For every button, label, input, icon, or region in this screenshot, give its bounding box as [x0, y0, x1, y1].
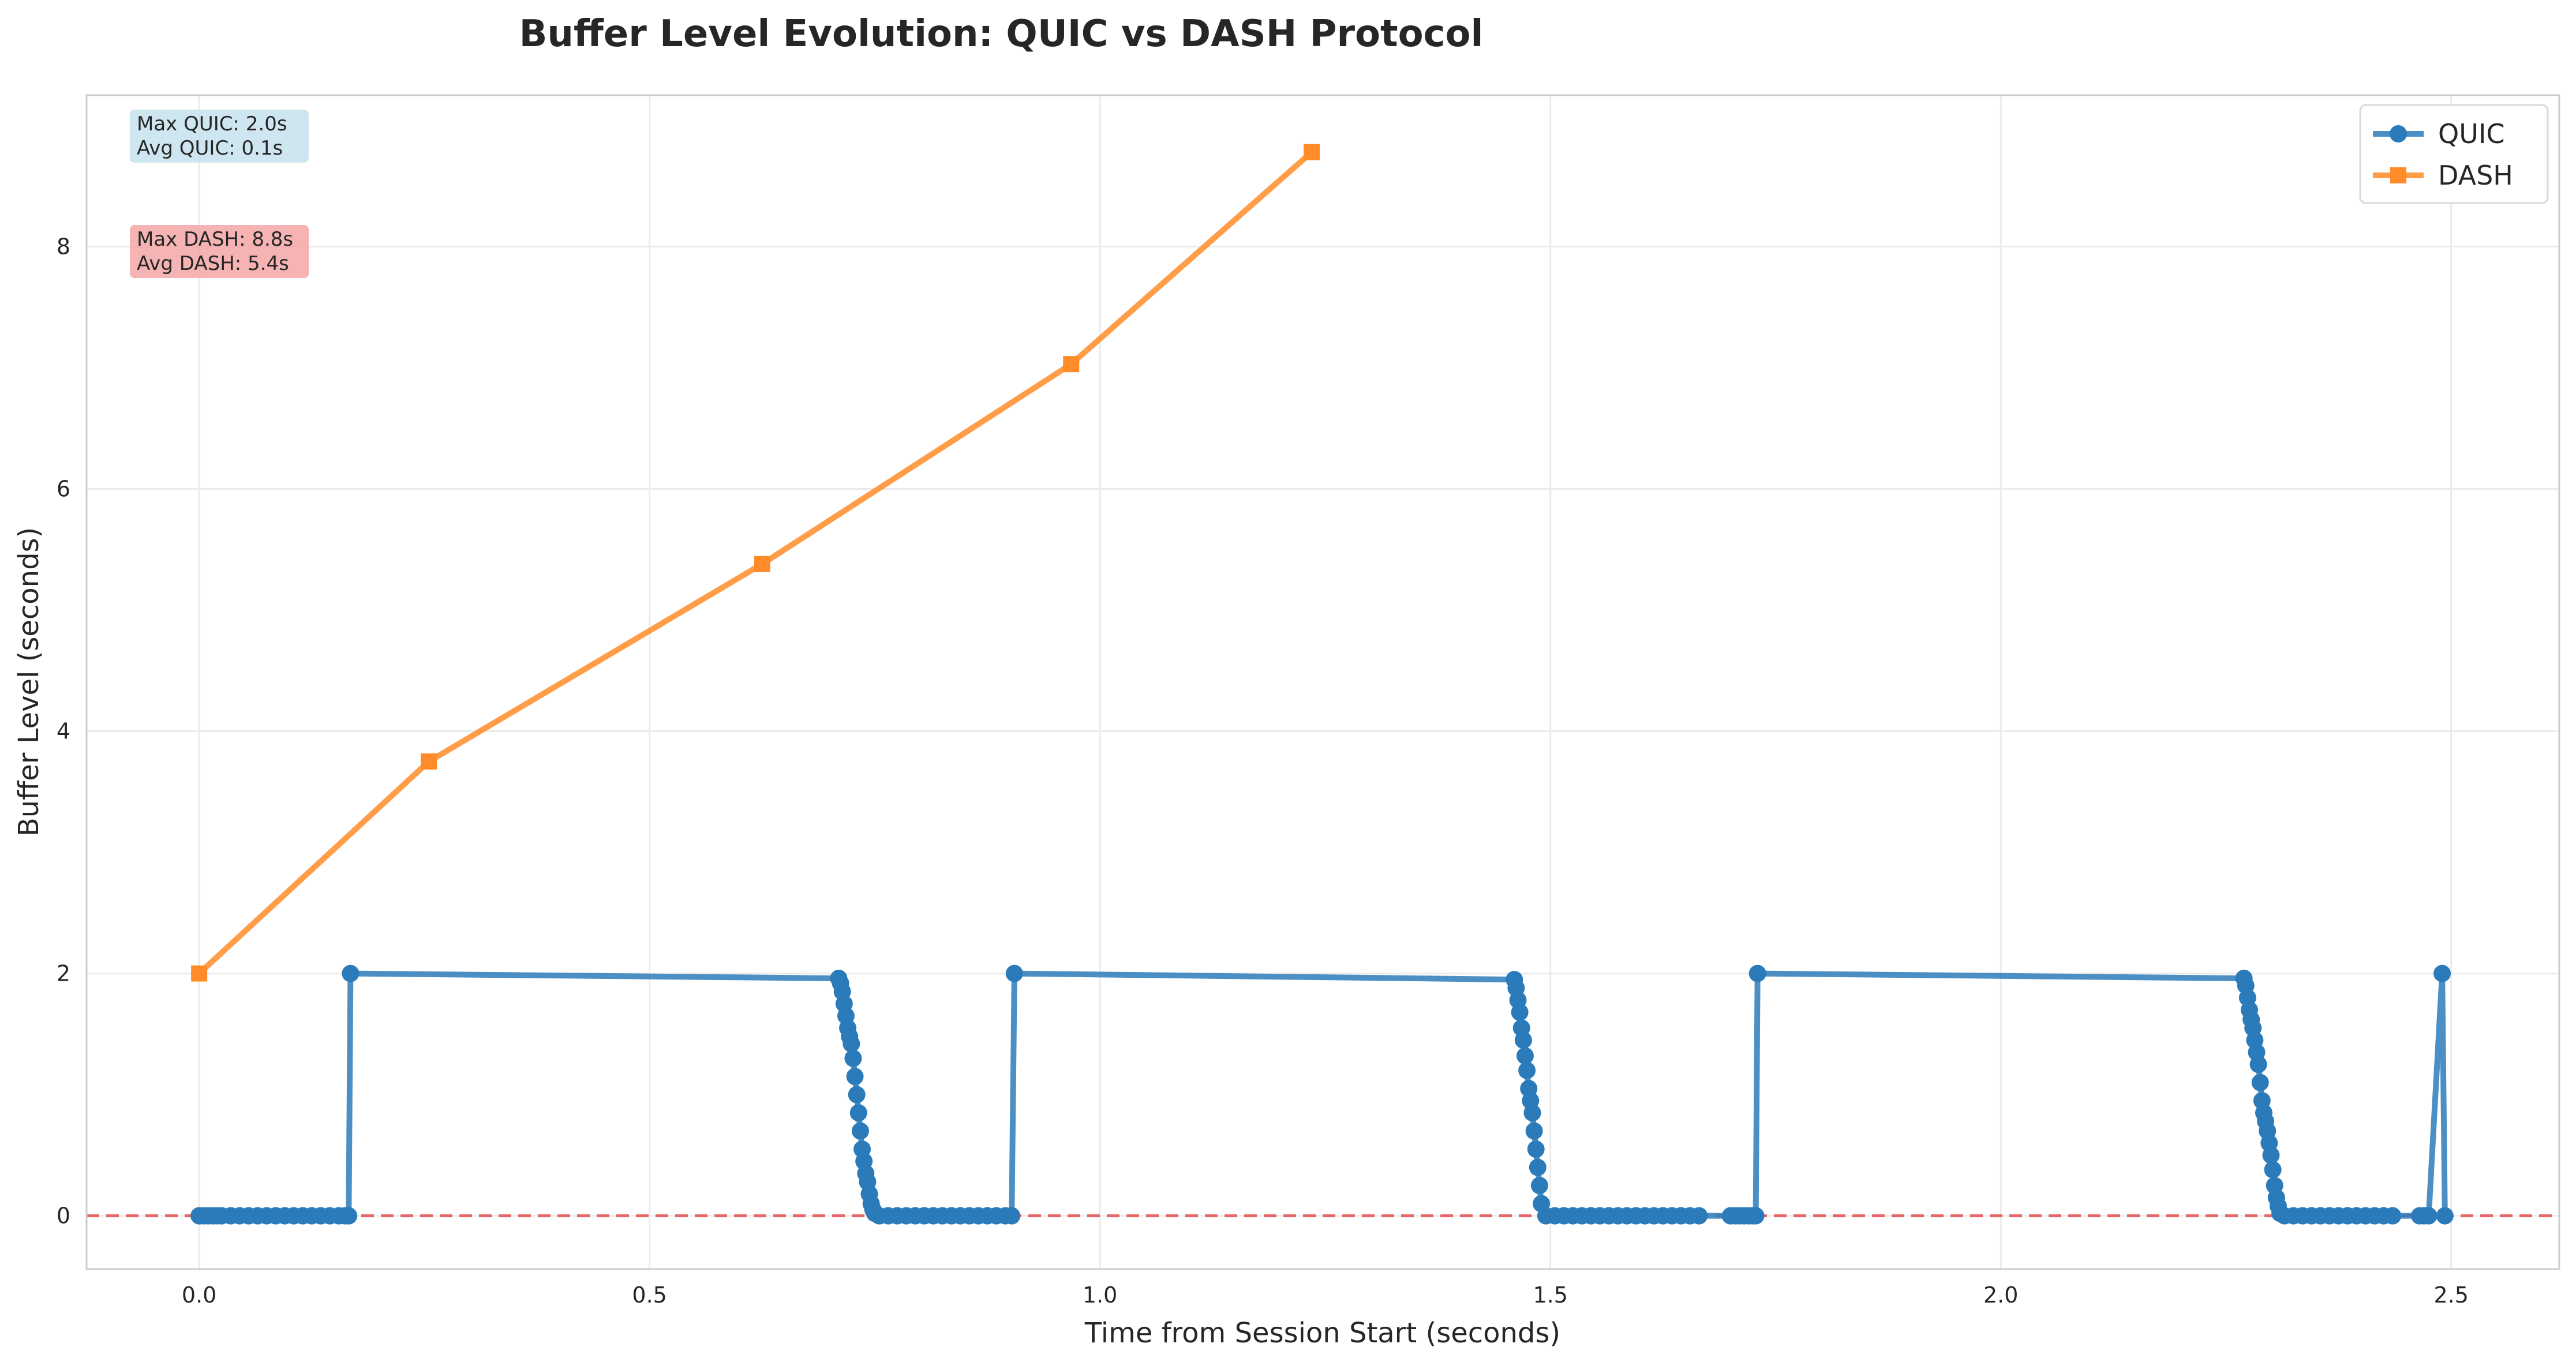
data-point-dash [191, 965, 208, 982]
legend-marker [2390, 125, 2407, 142]
stats-line: Avg QUIC: 0.1s [137, 137, 283, 160]
data-point-quic [846, 1068, 864, 1086]
legend-entry-quic: QUIC [2373, 118, 2505, 149]
data-point-quic [1748, 965, 1766, 982]
data-point-quic [1529, 1158, 1547, 1176]
data-point-dash [1303, 144, 1320, 160]
data-point-quic [1003, 1207, 1021, 1225]
plot-border [85, 94, 2560, 1270]
data-point-dash [1063, 356, 1080, 373]
data-point-quic [2420, 1207, 2438, 1225]
data-point-quic [843, 1035, 860, 1053]
plot-area [87, 95, 2559, 1269]
data-point-quic [2436, 1207, 2454, 1225]
y-tick-label: 2 [57, 961, 70, 986]
data-point-quic [1690, 1207, 1708, 1225]
data-point-quic [2384, 1207, 2402, 1225]
data-point-quic [1747, 1207, 1765, 1225]
legend-label: DASH [2438, 160, 2513, 191]
y-tick-label: 0 [57, 1203, 70, 1229]
x-tick-label: 1.5 [1533, 1282, 1567, 1308]
data-point-quic [1511, 1003, 1529, 1021]
data-point-quic [2433, 965, 2451, 982]
y-axis-ticks: 0 2 4 6 8 [57, 234, 70, 1229]
data-point-quic [2251, 1074, 2269, 1091]
data-point-quic [849, 1104, 867, 1122]
y-tick-label: 8 [57, 234, 70, 260]
data-point-dash [421, 753, 437, 770]
data-point-quic [2262, 1146, 2280, 1164]
legend-label: QUIC [2438, 118, 2505, 149]
data-point-quic [1518, 1061, 1536, 1079]
series-dash [191, 144, 1320, 982]
x-axis-ticks: 0.0 0.5 1.0 1.5 2.0 2.5 [182, 1282, 2469, 1308]
stats-box-background [130, 225, 309, 278]
x-tick-label: 2.5 [2433, 1282, 2468, 1308]
data-point-quic [844, 1049, 862, 1067]
data-point-quic [1527, 1140, 1545, 1158]
x-tick-label: 0.0 [182, 1282, 216, 1308]
data-point-quic [2264, 1161, 2282, 1179]
data-point-quic [2249, 1056, 2267, 1074]
x-axis-label: Time from Session Start (seconds) [1084, 1317, 1560, 1349]
data-point-quic [1514, 1031, 1532, 1049]
data-point-quic [1530, 1177, 1548, 1195]
data-point-quic [1523, 1104, 1541, 1122]
data-point-quic [1525, 1122, 1543, 1140]
data-point-dash [754, 556, 770, 572]
data-point-quic [342, 965, 360, 982]
chart-title: Buffer Level Evolution: QUIC vs DASH Pro… [519, 13, 1484, 55]
data-point-quic [1516, 1047, 1534, 1065]
stats-line: Max QUIC: 2.0s [137, 112, 287, 136]
legend: QUIC DASH [2359, 104, 2549, 204]
x-tick-label: 2.0 [1983, 1282, 2018, 1308]
legend-entry-dash: DASH [2373, 160, 2513, 191]
data-point-quic [851, 1122, 869, 1140]
y-axis-label: Buffer Level (seconds) [13, 527, 45, 837]
y-tick-label: 4 [57, 719, 70, 744]
legend-box [2359, 104, 2549, 204]
series-layer [190, 144, 2454, 1225]
series-quic [190, 965, 2454, 1225]
x-tick-label: 0.5 [632, 1282, 667, 1308]
x-tick-label: 1.0 [1083, 1282, 1117, 1308]
legend-marker [2390, 167, 2406, 183]
data-point-quic [1005, 965, 1023, 982]
stats-line: Avg DASH: 5.4s [137, 252, 289, 275]
stats-line: Max DASH: 8.8s [137, 228, 293, 251]
y-tick-label: 6 [57, 476, 70, 502]
data-point-quic [340, 1207, 358, 1225]
data-point-quic [848, 1086, 866, 1104]
stats-box-background [130, 110, 309, 163]
